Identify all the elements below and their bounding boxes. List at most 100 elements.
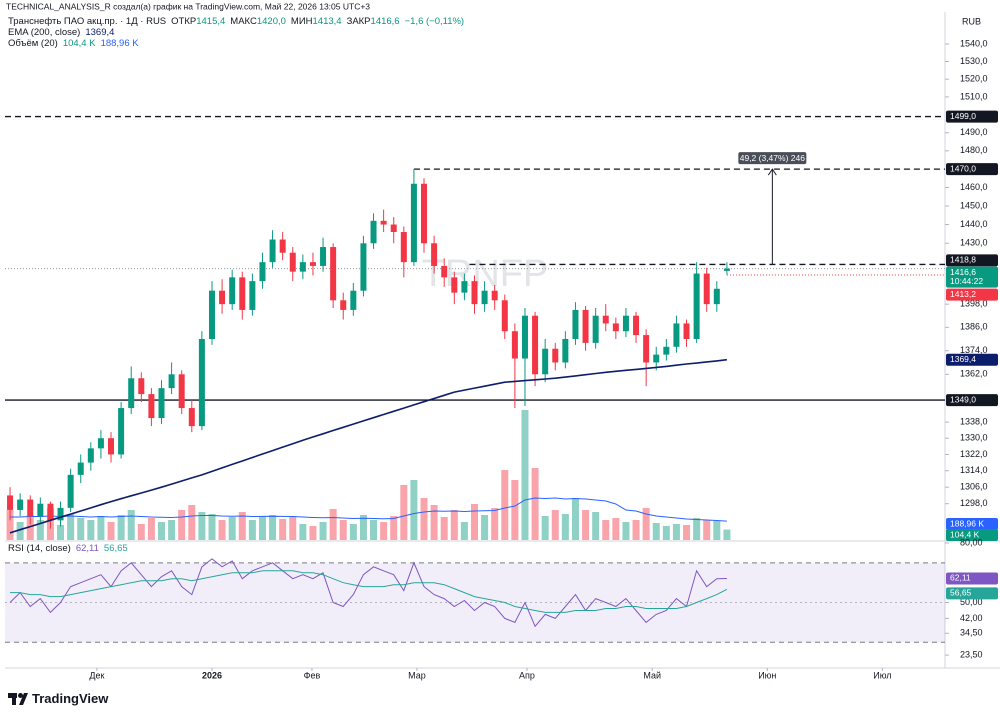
candle-body xyxy=(703,273,710,305)
volume-bar xyxy=(208,514,216,540)
header: TECHNICAL_ANALYSIS_R создал(а) график на… xyxy=(6,1,370,11)
volume-bar xyxy=(16,522,24,540)
volume-bar xyxy=(218,520,226,540)
volume-ma-badge-bg xyxy=(946,518,998,530)
y-tick-label: 1450,0 xyxy=(960,200,988,210)
volume-badge-bg xyxy=(946,529,998,541)
candle-body xyxy=(138,378,145,395)
candle-body xyxy=(592,315,599,343)
volume-bar xyxy=(107,522,115,540)
y-tick-label: 1520,0 xyxy=(960,74,988,84)
rsi-y-tick-label: 23,50 xyxy=(960,649,983,659)
prev-close-badge-bg xyxy=(946,288,998,301)
candle-body xyxy=(471,281,478,305)
volume-bar xyxy=(672,524,680,540)
prev-close-badge: 1413,2 xyxy=(950,289,976,299)
candle-body xyxy=(562,338,569,363)
rsi-y-tick-label: 50,00 xyxy=(960,597,983,607)
candle-body xyxy=(97,438,104,449)
measure-label-bg xyxy=(738,152,807,165)
candle-body xyxy=(289,252,296,272)
volume-bar xyxy=(460,522,468,540)
rsi-badge-bg xyxy=(946,572,998,585)
x-tick-label: Апр xyxy=(519,670,535,680)
main-pane: 49,2 (3,47%) 246 xyxy=(5,115,945,540)
countdown: 10:44:22 xyxy=(950,276,983,286)
volume-bar xyxy=(238,512,246,540)
y-tick-label: 1298,0 xyxy=(960,498,988,508)
symbol: Транснефть ПАО акц.пр. · 1Д · RUS xyxy=(8,16,166,27)
volume-bar xyxy=(248,520,256,540)
volume-bar xyxy=(632,520,640,540)
candle-body xyxy=(582,309,589,343)
ohlc-value: 1413,4 xyxy=(313,16,342,27)
y-tick-label: 1490,0 xyxy=(960,127,988,137)
candle-body xyxy=(330,247,337,301)
candle-body xyxy=(168,374,175,389)
volume-bar xyxy=(279,519,287,540)
volume-bar xyxy=(723,529,731,540)
volume-bar xyxy=(642,508,650,540)
candle-body xyxy=(158,388,165,419)
candle-body xyxy=(410,183,417,263)
candle-body xyxy=(653,354,660,363)
rsi-y-tick-label: 34,50 xyxy=(960,628,983,638)
volume-bar xyxy=(571,498,579,540)
volume-bar xyxy=(501,470,509,540)
candle-body xyxy=(532,315,539,375)
y-tick-label: 1460,0 xyxy=(960,182,988,192)
candle-body xyxy=(612,323,619,332)
volume-bar xyxy=(380,522,388,540)
candle-body xyxy=(481,290,488,305)
volume-bar xyxy=(198,512,206,540)
candle-body xyxy=(643,335,650,363)
volume-bar xyxy=(511,480,519,540)
candle-body xyxy=(491,290,498,301)
candle-body xyxy=(552,348,559,363)
level-badge: 1349,0 xyxy=(950,394,976,404)
x-tick-label: Июн xyxy=(758,670,776,680)
candle-body xyxy=(633,315,640,336)
volume-bar xyxy=(319,522,327,540)
candle-body xyxy=(57,507,64,521)
volume-bar xyxy=(137,524,145,540)
candle-body xyxy=(501,300,508,332)
volume-bar xyxy=(430,505,438,540)
candle-body xyxy=(37,503,44,517)
candle-body xyxy=(239,277,246,310)
ema-value: 1369,4 xyxy=(85,27,114,38)
volume-bar xyxy=(592,512,600,540)
volume-bar xyxy=(541,516,549,540)
volume-bar xyxy=(157,522,165,540)
y-tick-label: 1530,0 xyxy=(960,56,988,66)
y-tick-label: 1398,0 xyxy=(960,299,988,309)
candle-body xyxy=(47,503,54,521)
candle-body xyxy=(27,499,34,517)
volume-bar xyxy=(470,504,478,540)
candle-body xyxy=(188,408,195,427)
level-badge: 1418,8 xyxy=(950,255,976,265)
legend-main: Транснефть ПАО акц.пр. · 1Д · RUS ОТКР141… xyxy=(8,16,464,27)
level-badge: 1470,0 xyxy=(950,163,976,173)
volume-bar xyxy=(117,515,125,540)
candle-body xyxy=(370,220,377,244)
volume-bar xyxy=(178,510,186,540)
ohlc-label: МИН xyxy=(291,16,313,27)
volume-bar xyxy=(370,520,378,540)
ema-name: EMA (200, close) xyxy=(8,27,80,38)
ohlc-value: 1416,6 xyxy=(371,16,400,27)
volume-bar xyxy=(703,520,711,540)
volume-bar xyxy=(97,516,105,540)
candle-body xyxy=(148,394,155,419)
volume-bar xyxy=(36,520,44,540)
y-tick-label: 1306,0 xyxy=(960,482,988,492)
volume-bar xyxy=(713,521,721,540)
candle-body xyxy=(673,323,680,347)
candle-body xyxy=(663,346,670,355)
candle-body xyxy=(249,281,256,310)
rsi-ma-badge: 56,65 xyxy=(950,588,972,598)
candle-body xyxy=(602,315,609,324)
volume-bar xyxy=(622,522,630,540)
candle-body xyxy=(340,300,347,310)
